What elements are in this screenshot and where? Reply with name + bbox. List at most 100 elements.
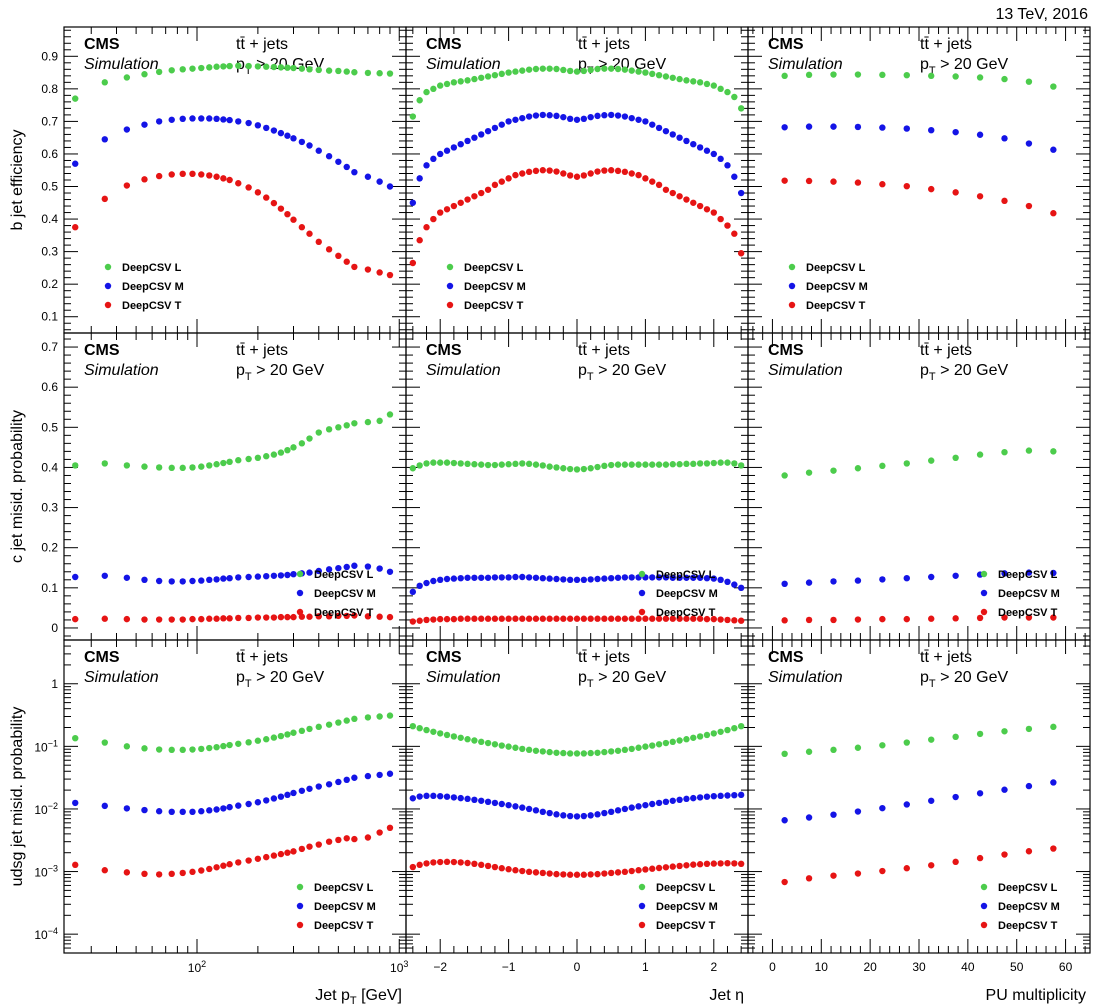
legend-entry: DeepCSV L <box>998 569 1058 581</box>
data-point <box>1025 614 1033 621</box>
data-point <box>573 871 581 878</box>
data-point <box>235 118 242 125</box>
data-point <box>343 258 350 265</box>
data-point <box>416 97 423 104</box>
data-point <box>423 224 430 231</box>
data-point <box>471 193 478 200</box>
data-point <box>696 615 704 622</box>
process-label: tt̄ + jets <box>920 342 972 359</box>
data-point <box>325 67 333 74</box>
data-point <box>315 66 322 74</box>
data-point <box>655 124 663 132</box>
data-point <box>580 67 588 75</box>
data-point <box>464 736 471 743</box>
data-point <box>594 811 601 818</box>
data-point <box>594 65 601 73</box>
x-tick-label: 0 <box>769 960 776 974</box>
data-point <box>443 858 451 866</box>
data-point <box>335 424 342 431</box>
legend-entry: DeepCSV L <box>314 569 374 581</box>
data-point <box>952 128 959 136</box>
data-point <box>315 147 322 154</box>
cms-label: CMS <box>426 36 462 53</box>
data-point <box>805 123 813 130</box>
data-point <box>437 576 444 584</box>
data-point <box>72 160 79 167</box>
data-point <box>1025 569 1033 576</box>
data-point <box>553 112 560 120</box>
data-point <box>457 574 464 582</box>
data-point <box>594 168 601 175</box>
data-point <box>655 461 663 468</box>
data-point <box>539 65 546 72</box>
data-point <box>601 748 608 756</box>
data-point <box>621 868 629 876</box>
data-point <box>189 170 196 178</box>
data-point <box>635 68 642 75</box>
legend-entry: DeepCSV M <box>656 588 718 600</box>
data-point <box>364 266 372 273</box>
data-point <box>854 616 862 623</box>
data-point <box>450 144 458 151</box>
data-point <box>662 574 670 581</box>
data-point <box>498 70 505 78</box>
data-point <box>532 65 540 73</box>
data-point <box>594 870 601 878</box>
data-point <box>879 804 886 812</box>
series-T <box>72 612 394 623</box>
data-point <box>830 616 837 624</box>
data-point <box>805 814 813 821</box>
data-point <box>532 869 540 876</box>
process-label: tt̄ + jets <box>920 649 972 666</box>
x-tick-label: 60 <box>1059 960 1073 974</box>
data-point <box>560 812 567 819</box>
data-point <box>710 459 717 467</box>
data-point <box>437 459 444 466</box>
legend-marker <box>788 282 796 290</box>
pt-cut-label: pT > 20 GeV <box>236 362 324 383</box>
data-point <box>168 746 175 754</box>
simulation-label: Simulation <box>768 362 843 379</box>
data-point <box>72 861 79 869</box>
data-point <box>580 172 588 179</box>
data-point <box>854 179 862 186</box>
data-point <box>306 569 313 576</box>
data-point <box>1050 569 1057 577</box>
data-point <box>351 263 358 271</box>
data-point <box>284 64 291 71</box>
energy-label: 13 TeV, 2016 <box>995 6 1088 23</box>
legend-entry: DeepCSV L <box>464 262 524 274</box>
simulation-label: Simulation <box>426 56 501 73</box>
series-L <box>72 712 394 754</box>
data-point <box>376 713 383 720</box>
data-point <box>198 867 205 874</box>
data-point <box>270 795 278 802</box>
legend-marker <box>638 902 646 910</box>
data-point <box>226 615 233 622</box>
x-axis-label: PU multiplicity <box>986 987 1086 1004</box>
data-point <box>703 860 711 868</box>
y-axis-label: b jet efficiency <box>9 129 26 230</box>
data-point <box>254 122 262 129</box>
data-point <box>498 615 505 622</box>
data-point <box>123 462 131 469</box>
legend-entry: DeepCSV L <box>998 882 1058 894</box>
legend-entry: DeepCSV T <box>314 920 374 932</box>
data-point <box>553 575 560 583</box>
data-point <box>471 615 478 622</box>
data-point <box>952 858 959 866</box>
data-point <box>928 573 935 581</box>
data-point <box>343 68 350 75</box>
process-label: tt̄ + jets <box>578 649 630 666</box>
data-point <box>155 616 163 623</box>
data-point <box>478 461 485 468</box>
legend-entry: DeepCSV T <box>656 920 716 932</box>
x-tick-label: 2 <box>710 960 717 974</box>
process-label: tt̄ + jets <box>236 342 288 359</box>
x-tick-label: 0 <box>574 960 581 974</box>
data-point <box>443 147 451 154</box>
legend-marker <box>980 902 988 910</box>
data-point <box>471 737 478 744</box>
data-point <box>669 74 676 81</box>
data-point <box>710 209 717 216</box>
